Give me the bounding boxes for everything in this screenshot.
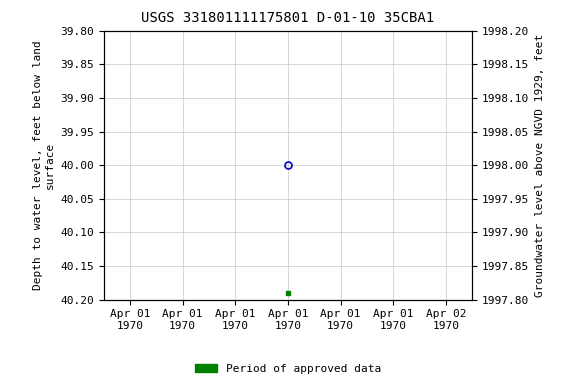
Y-axis label: Depth to water level, feet below land
surface: Depth to water level, feet below land su…: [33, 40, 55, 290]
Legend: Period of approved data: Period of approved data: [191, 359, 385, 379]
Y-axis label: Groundwater level above NGVD 1929, feet: Groundwater level above NGVD 1929, feet: [535, 33, 545, 297]
Title: USGS 331801111175801 D-01-10 35CBA1: USGS 331801111175801 D-01-10 35CBA1: [142, 12, 434, 25]
